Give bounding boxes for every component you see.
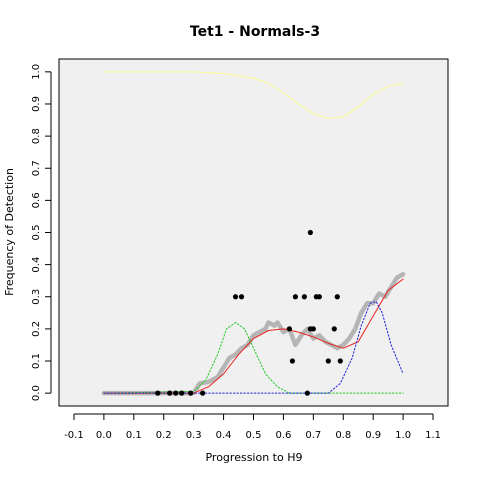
data-point bbox=[238, 294, 245, 300]
series-layer bbox=[101, 71, 406, 396]
data-point bbox=[179, 390, 185, 396]
data-point bbox=[155, 390, 161, 396]
plot-frame bbox=[58, 58, 449, 407]
y-tick-label: 0.5 bbox=[31, 225, 42, 241]
data-point bbox=[331, 326, 337, 332]
data-point bbox=[167, 390, 173, 396]
data-point bbox=[289, 358, 295, 364]
data-point bbox=[301, 294, 307, 300]
x-tick-label: 0.9 bbox=[365, 430, 381, 441]
y-tick-label: 1.0 bbox=[31, 64, 42, 80]
data-point bbox=[310, 326, 316, 332]
data-point bbox=[337, 358, 343, 364]
x-tick-label: 0.7 bbox=[305, 430, 321, 441]
data-point bbox=[200, 390, 206, 396]
y-tick-label: 0.9 bbox=[31, 96, 42, 112]
x-tick-label: 1.1 bbox=[425, 430, 441, 441]
x-tick-label: 0.4 bbox=[216, 430, 232, 441]
plot-area bbox=[59, 59, 448, 406]
y-axis-label: Frequency of Detection bbox=[3, 168, 16, 296]
y-tick-label: 0.2 bbox=[31, 321, 42, 337]
y-tick-label: 0.8 bbox=[31, 128, 42, 144]
y-tick-label: 0.0 bbox=[31, 385, 42, 401]
y-tick-label: 0.1 bbox=[31, 353, 42, 369]
data-point bbox=[292, 294, 298, 300]
data-point bbox=[286, 326, 293, 332]
x-tick-label: -0.1 bbox=[64, 430, 84, 441]
data-point bbox=[316, 294, 322, 300]
x-tick-label: 0.6 bbox=[275, 430, 291, 441]
y-axis: 0.0 0.1 0.2 0.3 0.4 0.5 0.6 0.7 0.8 0.9 1.0 bbox=[31, 64, 52, 401]
data-point bbox=[188, 390, 194, 396]
x-tick-label: 0.2 bbox=[156, 430, 172, 441]
y-tick-label: 0.7 bbox=[31, 160, 42, 176]
y-tick-label: 0.4 bbox=[31, 257, 42, 273]
data-point bbox=[334, 294, 340, 300]
x-tick-label: 0.3 bbox=[186, 430, 202, 441]
x-tick-label: 0.1 bbox=[126, 430, 142, 441]
series-line-4 bbox=[103, 301, 404, 394]
data-point bbox=[232, 294, 239, 300]
data-point bbox=[173, 390, 179, 396]
series-line-5 bbox=[103, 71, 404, 119]
x-tick-label: 0.5 bbox=[246, 430, 262, 441]
x-axis-label: Progression to H9 bbox=[205, 451, 302, 464]
data-point bbox=[325, 358, 331, 364]
x-tick-label: 0.8 bbox=[335, 430, 351, 441]
y-tick-label: 0.6 bbox=[31, 192, 42, 208]
x-tick-label: 1.0 bbox=[395, 430, 411, 441]
chart-title: Tet1 - Normals-3 bbox=[190, 24, 320, 40]
data-point bbox=[304, 390, 310, 396]
y-tick-label: 0.3 bbox=[31, 289, 42, 305]
x-tick-label: 0.0 bbox=[96, 430, 112, 441]
data-point bbox=[307, 229, 313, 236]
series-line-3 bbox=[103, 321, 404, 394]
x-axis: -0.1 0.0 0.1 0.2 0.3 0.4 0.5 0.6 0.7 0.8 0.9 1.0 1.1 bbox=[64, 413, 441, 441]
